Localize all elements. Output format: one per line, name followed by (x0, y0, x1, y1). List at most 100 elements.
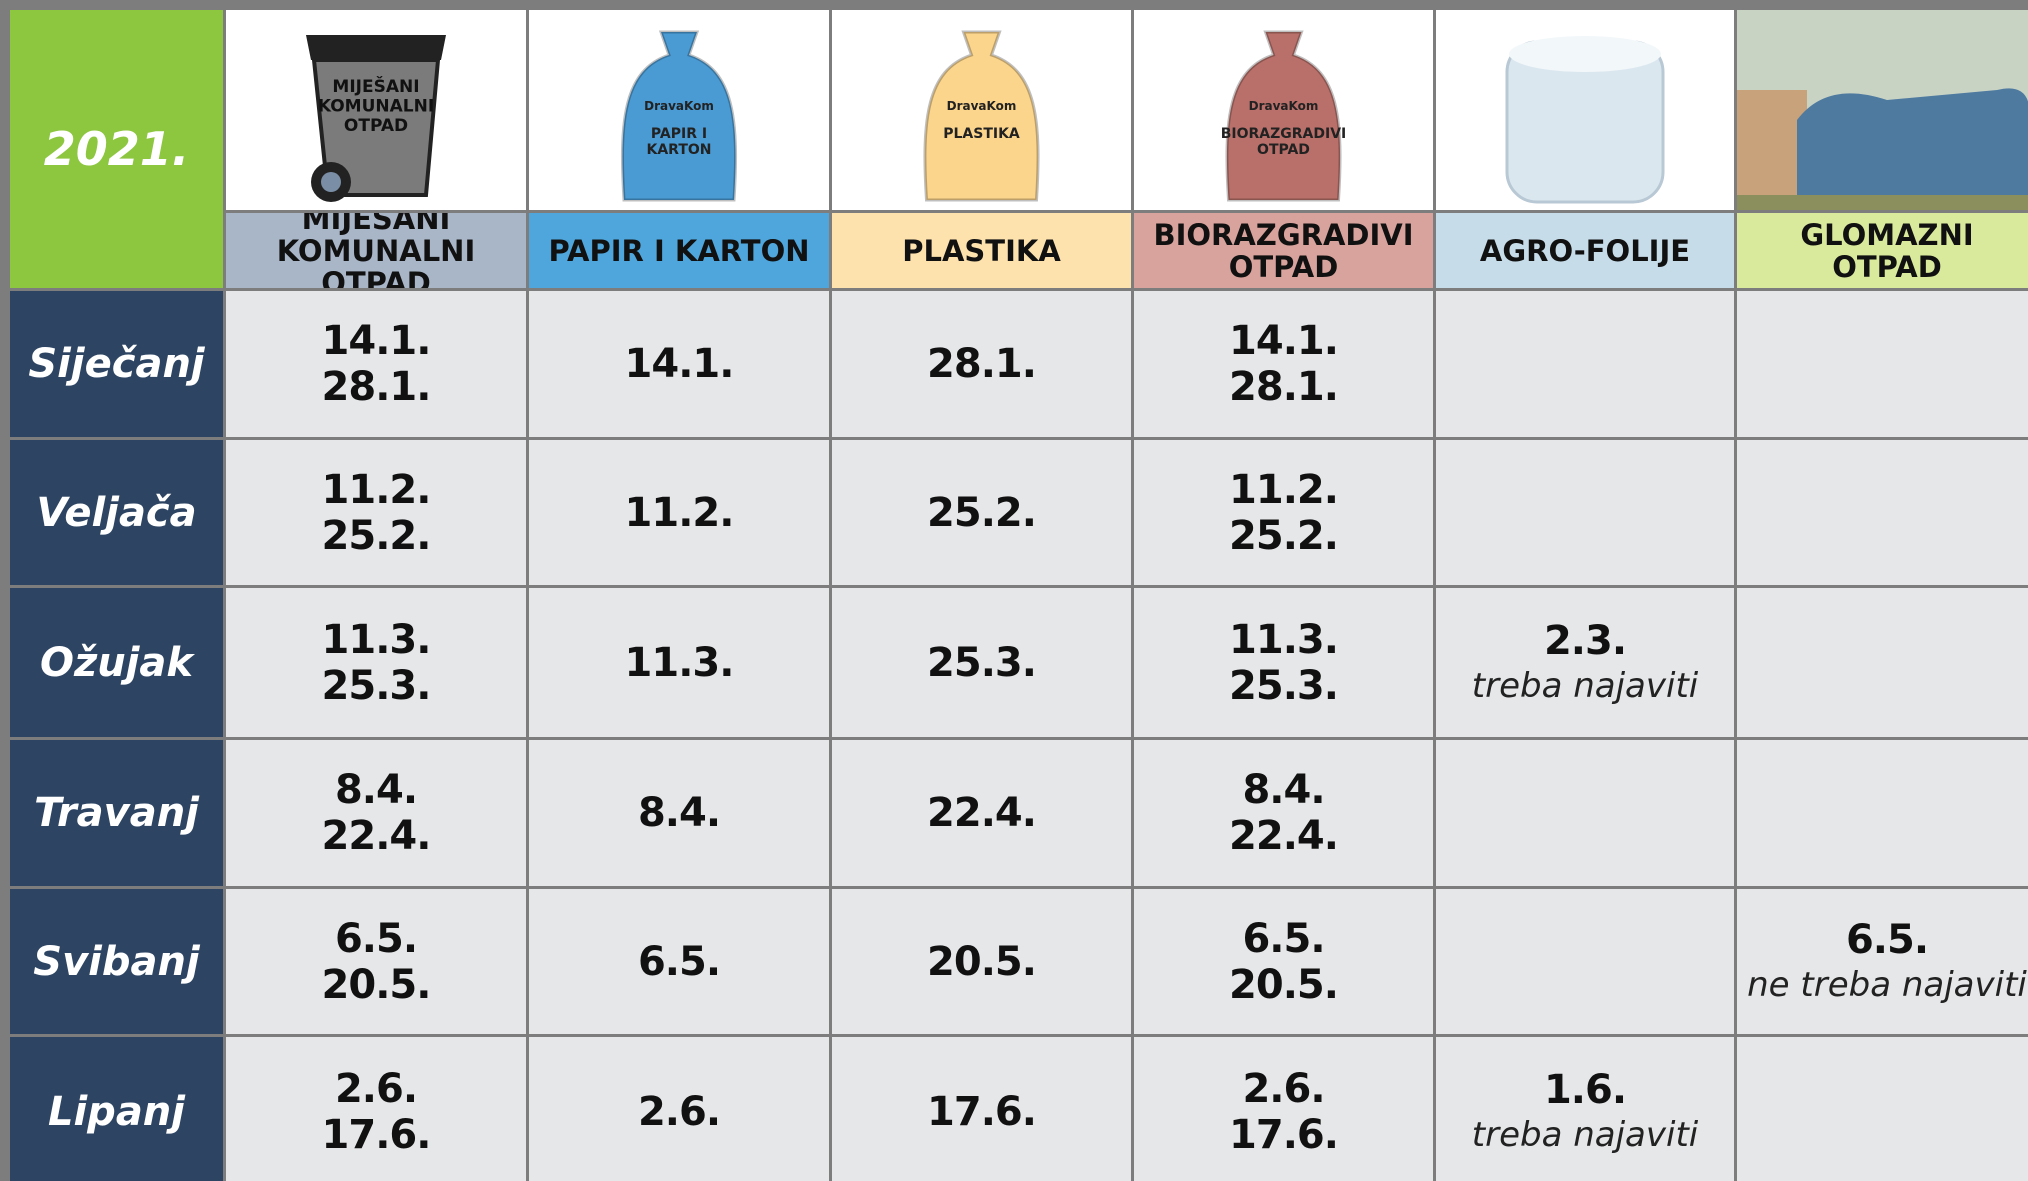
date: 8.4. (638, 790, 720, 836)
column-label: PAPIR I KARTON (544, 235, 813, 267)
month-cell: Ožujak (10, 588, 223, 737)
date: 25.3. (322, 663, 431, 709)
icon-label: KOMUNALNI (318, 97, 434, 117)
date-cell: 11.3. (529, 588, 829, 737)
sofa (1797, 88, 2028, 210)
date: 11.3. (322, 617, 431, 663)
bin-lid (306, 35, 446, 60)
month-cell: Lipanj (10, 1037, 223, 1181)
column-header: MIJEŠANI KOMUNALNI OTPAD (226, 213, 526, 288)
month: Svibanj (33, 939, 199, 985)
date: 17.6. (322, 1112, 431, 1158)
date-cell: 14.1.28.1. (1134, 291, 1433, 437)
column-header: AGRO-FOLIJE (1436, 213, 1734, 288)
date-cell: 14.1. (529, 291, 829, 437)
date-cell: 2.6.17.6. (1134, 1037, 1433, 1181)
date-cell: 2.6. (529, 1037, 829, 1181)
month: Travanj (34, 790, 199, 836)
date: 8.4. (1242, 767, 1324, 813)
date-cell: 6.5.20.5. (1134, 889, 1433, 1034)
date-cell: 2.6.17.6. (226, 1037, 526, 1181)
date: 6.5. (1846, 917, 1928, 963)
date: 11.2. (1229, 467, 1338, 513)
dresser (1737, 90, 1807, 210)
date-cell: 1.6.treba najaviti (1436, 1037, 1734, 1181)
date: 11.2. (322, 467, 431, 513)
date: 22.4. (1229, 813, 1338, 859)
note: treba najaviti (1472, 1113, 1698, 1157)
year-cell: 2021. (10, 10, 223, 288)
date: 11.2. (625, 490, 734, 536)
month-cell: Siječanj (10, 291, 223, 437)
date: 20.5. (322, 962, 431, 1008)
date: 17.6. (1229, 1112, 1338, 1158)
bag (925, 32, 1038, 200)
date-cell: 11.2. (529, 440, 829, 585)
date: 20.5. (927, 939, 1036, 985)
date-cell: 11.3.25.3. (1134, 588, 1433, 737)
month: Veljača (36, 490, 196, 536)
column-label: MIJEŠANI KOMUNALNI OTPAD (226, 213, 526, 288)
brand: DravaKom (947, 99, 1017, 113)
note: ne treba najaviti (1747, 963, 2027, 1007)
column-label: BIORAZGRADIVI OTPAD (1134, 219, 1433, 283)
icon-cell (1737, 10, 2028, 210)
bag (1227, 32, 1340, 200)
date-cell: 8.4. (529, 740, 829, 886)
date: 6.5. (1242, 916, 1324, 962)
date-cell: 25.3. (832, 588, 1131, 737)
date-cell (1737, 740, 2028, 886)
date-cell: 2.3.treba najaviti (1436, 588, 1734, 737)
date: 2.3. (1544, 618, 1626, 664)
icon-label: OTPAD (344, 116, 408, 136)
date: 14.1. (625, 341, 734, 387)
agro-top (1509, 36, 1661, 72)
date: 6.5. (335, 916, 417, 962)
bag (622, 32, 735, 200)
date: 14.1. (322, 318, 431, 364)
date-cell: 28.1. (832, 291, 1131, 437)
schedule: 2021.MIJEŠANIKOMUNALNIOTPADMIJEŠANI KOMU… (0, 0, 2028, 1181)
date-cell: 20.5. (832, 889, 1131, 1034)
date-cell (1737, 1037, 2028, 1181)
date-cell: 8.4.22.4. (226, 740, 526, 886)
date-cell (1436, 291, 1734, 437)
month: Ožujak (40, 640, 193, 686)
date: 11.3. (625, 640, 734, 686)
date: 11.3. (1229, 617, 1338, 663)
date: 22.4. (322, 813, 431, 859)
column-label: GLOMAZNI OTPAD (1737, 219, 2028, 283)
date-cell: 8.4.22.4. (1134, 740, 1433, 886)
month-cell: Svibanj (10, 889, 223, 1034)
date: 8.4. (335, 767, 417, 813)
month: Siječanj (28, 341, 204, 387)
date: 25.3. (927, 640, 1036, 686)
month-cell: Travanj (10, 740, 223, 886)
icon-label: MIJEŠANI (332, 75, 419, 97)
date: 14.1. (1229, 318, 1338, 364)
icon (1436, 10, 1734, 210)
icon-label: OTPAD (1257, 142, 1310, 158)
date-cell: 14.1.28.1. (226, 291, 526, 437)
column-header: BIORAZGRADIVI OTPAD (1134, 213, 1433, 288)
month: Lipanj (48, 1089, 185, 1135)
column-label: PLASTIKA (898, 235, 1065, 267)
year: 2021. (44, 122, 190, 176)
date-cell (1436, 889, 1734, 1034)
date-cell (1737, 440, 2028, 585)
date-cell (1436, 740, 1734, 886)
date: 20.5. (1229, 962, 1338, 1008)
month-cell: Veljača (10, 440, 223, 585)
date-cell (1737, 291, 2028, 437)
date-cell: 11.3.25.3. (226, 588, 526, 737)
date: 2.6. (1242, 1066, 1324, 1112)
date-cell: 22.4. (832, 740, 1131, 886)
